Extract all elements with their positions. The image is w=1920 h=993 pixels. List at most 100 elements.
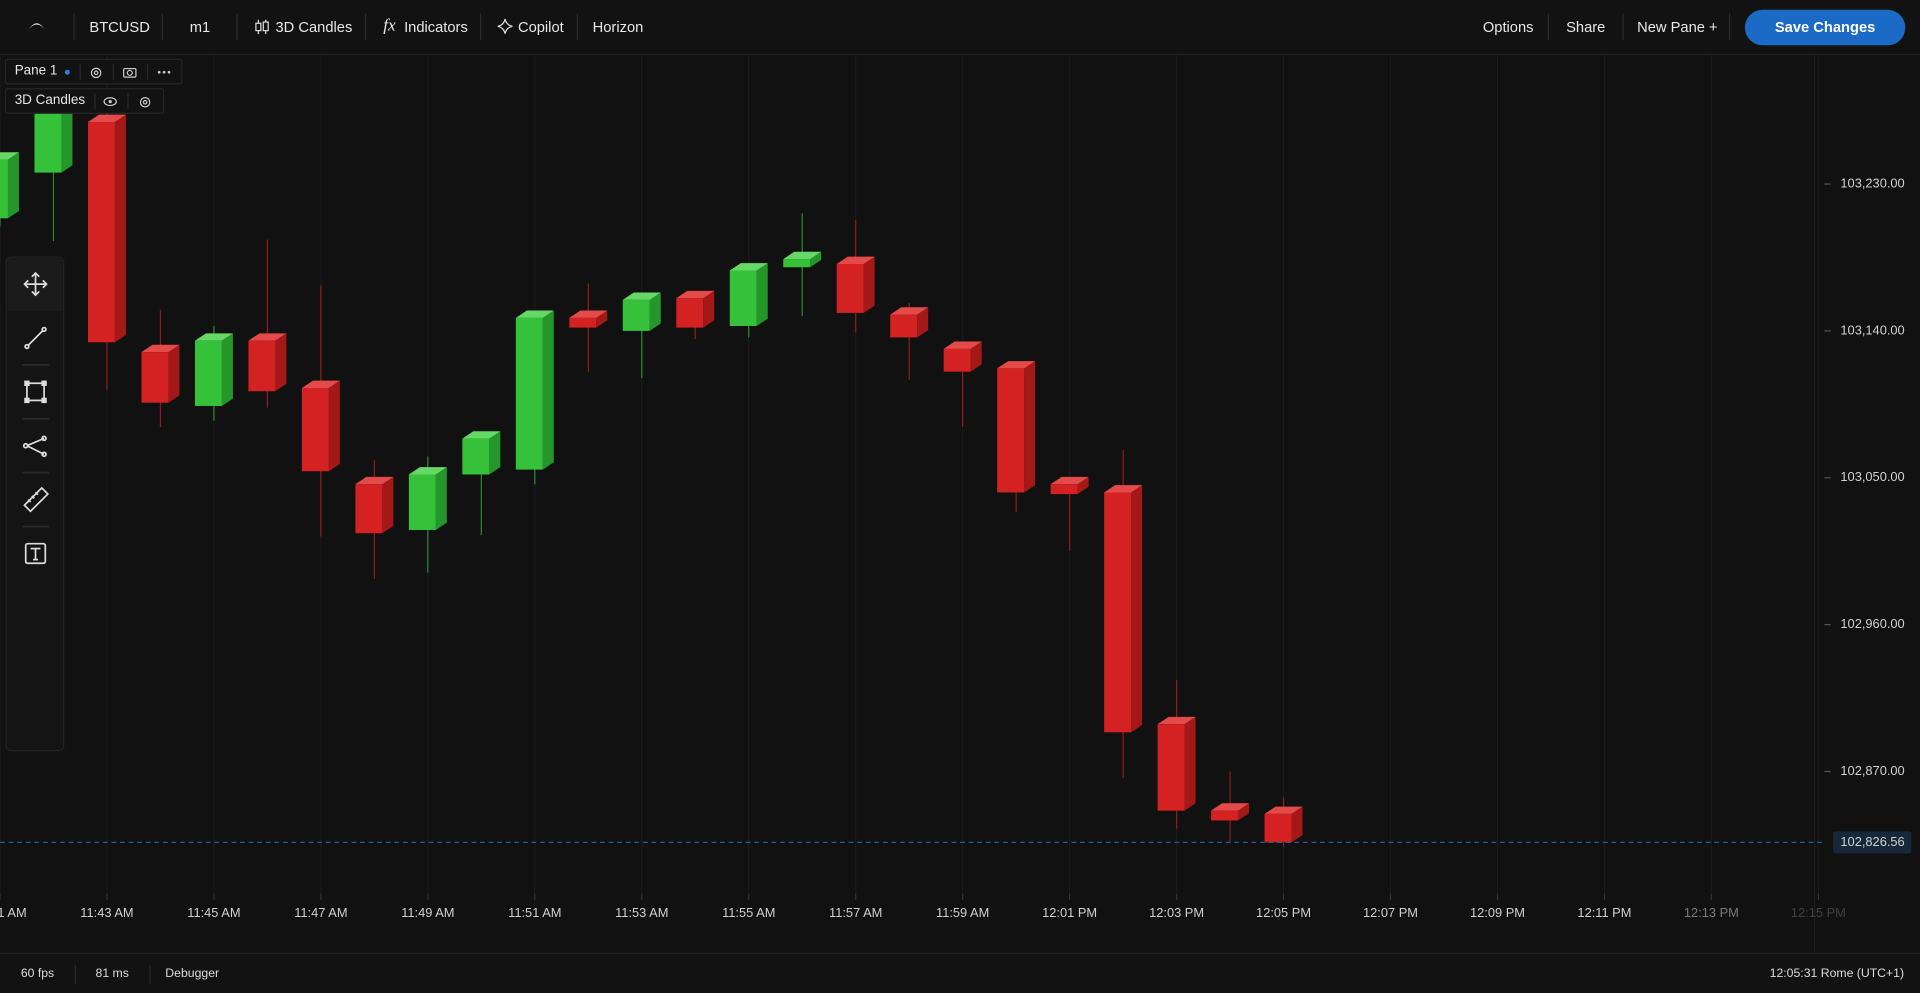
menu-item[interactable]: 3D Candles xyxy=(275,18,353,36)
x-tick-label: 11:55 AM xyxy=(722,905,775,920)
layer-settings-button[interactable] xyxy=(138,96,151,109)
candle-top xyxy=(462,431,501,439)
candle-body xyxy=(248,340,276,392)
x-tick-label: 12:09 PM xyxy=(1470,905,1525,920)
candle-body xyxy=(34,113,62,173)
action-button[interactable]: New Pane + xyxy=(1637,18,1718,36)
status-bar: 60 fps 81 ms Debugger 12:05:31 Rome (UTC… xyxy=(0,952,1920,993)
candle-top xyxy=(997,361,1036,369)
action-button[interactable]: Share xyxy=(1566,18,1606,36)
candle-top xyxy=(0,152,19,160)
x-tick-label: 12:03 PM xyxy=(1149,905,1204,920)
layer-title: 3D Candles xyxy=(14,93,86,108)
candle-side xyxy=(917,307,929,338)
clock: 12:05:31 Rome (UTC+1) xyxy=(1769,967,1905,981)
debugger-button[interactable]: Debugger xyxy=(165,967,220,981)
candle-body xyxy=(408,474,436,530)
candle-top xyxy=(408,467,447,475)
candle-body xyxy=(890,314,918,338)
candle-top xyxy=(355,476,394,485)
menu-item[interactable]: Horizon xyxy=(592,18,644,36)
candle-body xyxy=(194,340,222,406)
candle-side xyxy=(61,106,73,173)
x-tick-label: 11:53 AM xyxy=(615,905,668,920)
candle-side xyxy=(168,344,180,403)
candle-body xyxy=(141,352,169,403)
candle-side xyxy=(114,114,126,343)
candle-top xyxy=(248,333,287,341)
axes: 11:41 AM 11:43 AM 11:45 AM 11:47 AM 11:49 AM… xyxy=(0,175,1912,920)
candle-side xyxy=(1291,806,1303,843)
pane-snapshot-button[interactable] xyxy=(122,66,137,78)
symbol-selector[interactable]: BTCUSD xyxy=(89,18,150,36)
candle-top xyxy=(301,380,340,389)
layer-chip: 3D Candles xyxy=(4,88,165,114)
x-tick-label: 12:15 PM xyxy=(1791,905,1846,920)
top-bar: BTCUSD m1 3D Candles fx Indicators Copil… xyxy=(0,0,1920,56)
candle-body xyxy=(462,438,490,475)
candle-side xyxy=(756,263,768,326)
drawing-toolbar xyxy=(5,256,65,752)
path-tool[interactable] xyxy=(22,435,47,458)
candle-top xyxy=(1211,803,1250,811)
candle-body xyxy=(569,317,597,328)
candle-body xyxy=(87,122,115,343)
y-tick-label: 102,960.00 xyxy=(1840,616,1904,631)
x-tick-label: 11:45 AM xyxy=(187,905,240,920)
pane-more-button[interactable] xyxy=(157,70,172,75)
layer-visibility-button[interactable] xyxy=(103,96,118,108)
candle-top xyxy=(87,114,126,123)
y-tick-label: 103,050.00 xyxy=(1840,469,1904,484)
latency: 81 ms xyxy=(95,967,129,981)
save-button[interactable]: Save Changes xyxy=(1744,9,1906,46)
line-tool[interactable] xyxy=(24,326,47,350)
menu-item[interactable]: Indicators xyxy=(404,18,468,36)
candle-body xyxy=(1211,810,1239,821)
candle-top xyxy=(515,310,554,318)
candles-icon xyxy=(255,19,269,35)
rectangle-tool[interactable] xyxy=(24,380,47,404)
x-tick-label: 12:05 PM xyxy=(1256,905,1311,920)
candle-body xyxy=(729,270,757,326)
y-tick-label: 103,140.00 xyxy=(1840,322,1904,337)
candle-side xyxy=(1024,361,1036,493)
interval-selector[interactable]: m1 xyxy=(189,18,211,36)
candle-body xyxy=(0,159,8,219)
candle-side xyxy=(1131,485,1143,733)
candle-top xyxy=(943,341,982,349)
candle-top xyxy=(1104,485,1143,493)
menu-item[interactable]: Copilot xyxy=(517,18,564,36)
pane-settings-button[interactable] xyxy=(89,66,102,79)
text-tool[interactable] xyxy=(24,542,47,565)
ruler-tool[interactable] xyxy=(23,486,50,513)
last-price-label: 102,826.56 xyxy=(1840,834,1904,849)
candle-body xyxy=(836,263,864,313)
action-button[interactable]: Options xyxy=(1482,18,1534,36)
move-tool[interactable] xyxy=(23,271,48,297)
fps: 60 fps xyxy=(20,967,55,981)
candle-body xyxy=(355,484,383,534)
candle-top xyxy=(194,333,233,341)
candle-side xyxy=(7,152,19,219)
candle-body xyxy=(943,348,971,372)
x-tick-label: 12:13 PM xyxy=(1684,905,1739,920)
candle-top xyxy=(622,292,661,300)
candle-body xyxy=(1104,492,1132,733)
logo[interactable] xyxy=(26,17,48,34)
candle-side xyxy=(703,290,715,328)
x-tick-label: 12:07 PM xyxy=(1363,905,1418,920)
candle-side xyxy=(542,310,554,470)
y-tick-label: 102,870.00 xyxy=(1840,763,1904,778)
candle-side xyxy=(221,333,233,406)
x-tick-label: 11:41 AM xyxy=(0,905,27,920)
candle-side xyxy=(1184,716,1196,811)
x-tick-label: 12:11 PM xyxy=(1577,905,1631,920)
x-tick-label: 11:57 AM xyxy=(829,905,882,920)
candle-body xyxy=(783,259,811,268)
candle-top xyxy=(1157,716,1196,725)
candle-top xyxy=(569,310,608,318)
candle-side xyxy=(489,431,501,475)
